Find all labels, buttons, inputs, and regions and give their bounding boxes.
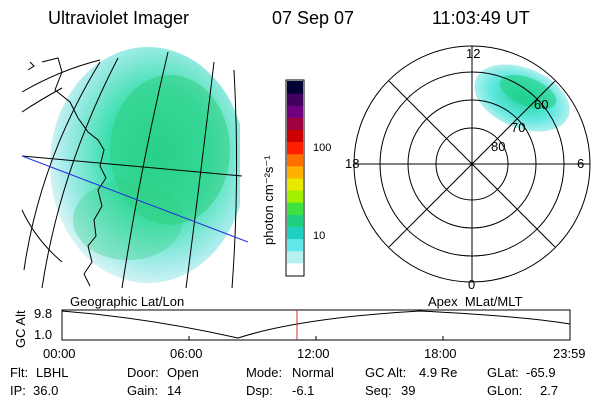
status-gcalt-key: GC Alt:: [365, 365, 407, 380]
apex-panel-label: Apex MLat/MLT: [428, 294, 523, 309]
mlt-label-left: 18: [345, 156, 360, 171]
status-gain-key: Gain:: [127, 383, 159, 398]
status-gain-value: 14: [167, 383, 182, 398]
status-glon-value: 2.7: [540, 383, 559, 398]
colorbar-band: [287, 129, 303, 143]
geo-grid: [21, 51, 243, 289]
status-flt-value: LBHL: [36, 365, 69, 380]
coastline: [41, 57, 107, 287]
colorbar-band: [287, 141, 303, 155]
status-dsp-key: Dsp:: [246, 383, 273, 398]
status-door-key: Door:: [127, 365, 159, 380]
colorbar-band: [287, 226, 303, 240]
status-flt-key: Flt:: [10, 365, 29, 380]
xtick-1200: 12:00: [297, 346, 330, 361]
uv-emission-region: [50, 47, 240, 283]
colorbar-band: [287, 238, 303, 252]
colorbar-band: [287, 153, 303, 167]
status-glon-key: GLon:: [487, 383, 523, 398]
colorbar-unit-label: photon cm⁻²s⁻¹: [261, 155, 276, 245]
mlat-label-70: 70: [511, 120, 526, 135]
altitude-plot: [61, 309, 571, 341]
colorbar: [285, 79, 305, 277]
altitude-ylabel: GC Alt: [13, 310, 28, 348]
colorbar-band: [287, 81, 303, 94]
xtick-1800: 18:00: [424, 346, 457, 361]
status-glat-value: -65.9: [526, 365, 556, 380]
mlt-label-top: 12: [466, 46, 481, 61]
colorbar-band: [287, 214, 303, 227]
scan-line: [21, 155, 249, 243]
xtick-0600: 06:00: [170, 346, 203, 361]
colorbar-band: [287, 190, 303, 203]
colorbar-band: [287, 93, 303, 106]
status-seq-value: 39: [401, 383, 416, 398]
mlat-label-80: 80: [491, 139, 506, 154]
altitude-curve: [61, 310, 571, 339]
colorbar-band: [287, 262, 303, 276]
colorbar-tick-10: 10: [313, 230, 326, 242]
status-dsp-value: -6.1: [292, 383, 315, 398]
colorbar-tick-100: 100: [313, 142, 332, 154]
date-label: 07 Sep 07: [272, 8, 355, 28]
coastline-fragment: [27, 61, 35, 71]
status-seq-key: Seq:: [365, 383, 392, 398]
status-mode-value: Normal: [292, 365, 334, 380]
polar-mlat-mlt-plot: [353, 45, 591, 283]
altitude-ytick-low: 1.0: [34, 327, 53, 342]
colorbar-band: [287, 178, 303, 191]
status-gcalt-value: 4.9 Re: [419, 365, 458, 380]
colorbar-band: [287, 165, 303, 179]
auroral-oval-emission: [474, 64, 570, 132]
colorbar-band: [287, 202, 303, 215]
geographic-panel-label: Geographic Lat/Lon: [70, 294, 185, 309]
colorbar-band: [287, 105, 303, 118]
mlat-label-60: 60: [534, 97, 549, 112]
status-mode-key: Mode:: [246, 365, 283, 380]
xtick-0000: 00:00: [43, 346, 76, 361]
status-door-value: Open: [167, 365, 199, 380]
xtick-2359: 23:59: [553, 346, 586, 361]
time-label: 11:03:49 UT: [432, 8, 530, 28]
mlt-label-right: 6: [577, 156, 585, 171]
status-ip-key: IP:: [10, 383, 26, 398]
status-ip-value: 36.0: [33, 383, 59, 398]
mlt-label-bottom: 0: [468, 277, 476, 292]
colorbar-band: [287, 250, 303, 264]
instrument-title: Ultraviolet Imager: [48, 8, 190, 28]
status-glat-key: GLat:: [487, 365, 519, 380]
colorbar-band: [287, 117, 303, 130]
altitude-ytick-high: 9.8: [34, 306, 53, 321]
